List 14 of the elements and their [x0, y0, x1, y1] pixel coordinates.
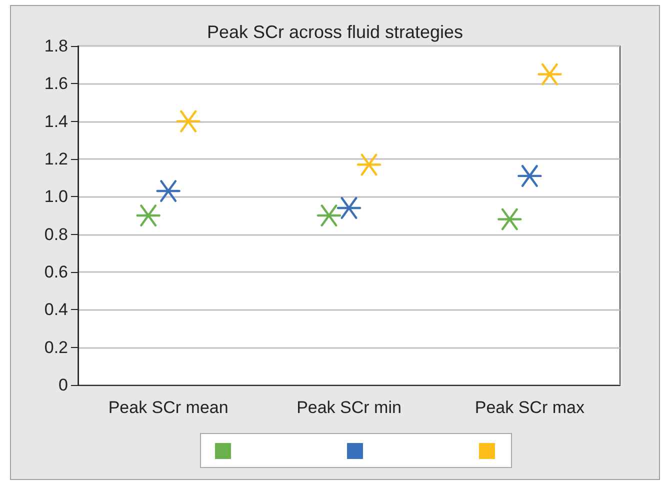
y-tick-label: 1.0: [44, 187, 68, 206]
y-tick-label: 0.8: [44, 224, 68, 244]
y-tick-label: 1.8: [44, 36, 68, 56]
y-tick-label: 0: [58, 376, 68, 394]
x-tick-label: Peak SCr min: [296, 398, 402, 417]
y-tick-label: 1.6: [44, 74, 68, 94]
y-tick-label: 0.4: [44, 300, 68, 320]
x-tick-label: Peak SCr max: [474, 398, 585, 417]
x-tick-label: Peak SCr mean: [108, 398, 228, 417]
y-tick-label: 0.2: [44, 338, 68, 357]
chart-title: Peak SCr across fluid strategies: [206, 22, 464, 42]
y-tick-label: 0.6: [44, 262, 68, 282]
y-tick-label: 1.4: [44, 112, 68, 131]
y-tick-label: 1.2: [44, 150, 68, 168]
